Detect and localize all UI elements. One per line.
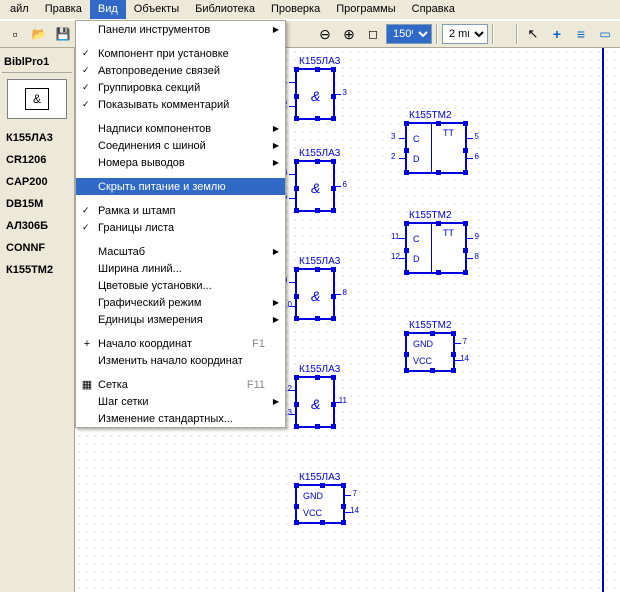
sidebar-item[interactable]: CAP200 bbox=[2, 171, 72, 193]
menu-item[interactable]: Ширина линий... bbox=[76, 260, 285, 277]
menu-item-label: Номера выводов bbox=[98, 157, 185, 169]
and-gate[interactable]: К155ЛА3 & 4 5 6 bbox=[295, 160, 335, 212]
menu-help[interactable]: Справка bbox=[404, 0, 463, 19]
menu-item-label: Рамка и штамп bbox=[98, 205, 175, 217]
menu-item[interactable]: ✓Показывать комментарий bbox=[76, 96, 285, 113]
menu-item-label: Надписи компонентов bbox=[98, 123, 211, 135]
menu-item-label: Единицы измерения bbox=[98, 314, 203, 326]
bus-tool-button[interactable] bbox=[570, 23, 592, 45]
open-button[interactable] bbox=[28, 23, 50, 45]
menu-item[interactable]: Соединения с шиной▶ bbox=[76, 137, 285, 154]
menu-item-label: Цветовые установки... bbox=[98, 280, 212, 292]
menu-item[interactable]: Изменение стандартных... bbox=[76, 410, 285, 427]
menu-item-label: Масштаб bbox=[98, 246, 145, 258]
menu-item[interactable]: ✓Компонент при установке bbox=[76, 45, 285, 62]
menu-item-label: Начало координат bbox=[98, 338, 192, 350]
and-gate[interactable]: К155ЛА3 & 9 10 8 bbox=[295, 268, 335, 320]
menu-item-label: Автопроведение связей bbox=[98, 65, 220, 77]
menu-view[interactable]: Вид bbox=[90, 0, 126, 19]
menu-edit[interactable]: Правка bbox=[37, 0, 90, 19]
power-block[interactable]: К155ТМ2 GND VCC 7 14 bbox=[405, 332, 455, 372]
menu-item[interactable]: +Начало координатF1 bbox=[76, 335, 285, 352]
new-button[interactable] bbox=[4, 23, 26, 45]
menu-item-label: Группировка секций bbox=[98, 82, 200, 94]
zoom-fit-button[interactable] bbox=[362, 23, 384, 45]
menu-item-label: Панели инструментов bbox=[98, 24, 210, 36]
menu-item[interactable]: Панели инструментов▶ bbox=[76, 21, 285, 38]
menu-item[interactable]: Масштаб▶ bbox=[76, 243, 285, 260]
menu-item[interactable]: ✓Границы листа bbox=[76, 219, 285, 236]
flip-flop[interactable]: К155ТМ2 C D TT 3 2 5 6 bbox=[405, 122, 467, 174]
menu-item[interactable]: ✓Группировка секций bbox=[76, 79, 285, 96]
sidebar-item[interactable]: CR1206 bbox=[2, 149, 72, 171]
menu-item-label: Графический режим bbox=[98, 297, 201, 309]
library-title: BiblPro1 bbox=[2, 52, 72, 73]
menubar: айл Правка Вид Объекты Библиотека Провер… bbox=[0, 0, 620, 20]
select-tool-button[interactable] bbox=[522, 23, 544, 45]
component-preview[interactable]: & bbox=[7, 79, 67, 119]
menu-item[interactable]: ✓Автопроведение связей bbox=[76, 62, 285, 79]
menu-item-label: Показывать комментарий bbox=[98, 99, 229, 111]
origin-tool-button[interactable] bbox=[546, 23, 568, 45]
menu-item[interactable]: Графический режим▶ bbox=[76, 294, 285, 311]
menu-item-label: Изменить начало координат bbox=[98, 355, 243, 367]
sidebar-item[interactable]: АЛ306Б bbox=[2, 215, 72, 237]
flip-flop[interactable]: К155ТМ2 C D TT 11 12 9 8 bbox=[405, 222, 467, 274]
menu-item-label: Ширина линий... bbox=[98, 263, 182, 275]
menu-item[interactable]: Единицы измерения▶ bbox=[76, 311, 285, 328]
menu-item[interactable]: Номера выводов▶ bbox=[76, 154, 285, 171]
sidebar-item[interactable]: DB15M bbox=[2, 193, 72, 215]
and-gate[interactable]: К155ЛА3 & 1 2 3 bbox=[295, 68, 335, 120]
menu-item[interactable]: Цветовые установки... bbox=[76, 277, 285, 294]
menu-item-label: Границы листа bbox=[98, 222, 174, 234]
linewidth-select[interactable]: 2 mm bbox=[442, 24, 488, 44]
sidebar: BiblPro1 & К155ЛА3 CR1206 CAP200 DB15M А… bbox=[0, 48, 75, 592]
save-button[interactable] bbox=[52, 23, 74, 45]
frame-border bbox=[602, 48, 604, 592]
menu-programs[interactable]: Программы bbox=[328, 0, 403, 19]
menu-item-label: Компонент при установке bbox=[98, 48, 229, 60]
view-dropdown: Панели инструментов▶ ✓Компонент при устан… bbox=[75, 20, 286, 428]
menu-item[interactable]: Скрыть питание и землю bbox=[76, 178, 285, 195]
menu-item[interactable]: ▦СеткаF11 bbox=[76, 376, 285, 393]
menu-item-label: Скрыть питание и землю bbox=[98, 181, 226, 193]
menu-item[interactable]: ✓Рамка и штамп bbox=[76, 202, 285, 219]
zoom-select[interactable]: 150% bbox=[386, 24, 432, 44]
menu-library[interactable]: Библиотека bbox=[187, 0, 263, 19]
menu-item[interactable]: Надписи компонентов▶ bbox=[76, 120, 285, 137]
menu-item-label: Соединения с шиной bbox=[98, 140, 206, 152]
menu-item[interactable]: Изменить начало координат bbox=[76, 352, 285, 369]
zoom-in-button[interactable] bbox=[338, 23, 360, 45]
port-tool-button[interactable] bbox=[594, 23, 616, 45]
power-block[interactable]: К155ЛА3 GND VCC 7 14 bbox=[295, 484, 345, 524]
and-gate[interactable]: К155ЛА3 & 12 13 11 bbox=[295, 376, 335, 428]
sidebar-item[interactable]: CONNF bbox=[2, 237, 72, 259]
menu-item-label: Сетка bbox=[98, 379, 128, 391]
sidebar-item[interactable]: К155ЛА3 bbox=[2, 127, 72, 149]
menu-item-label: Шаг сетки bbox=[98, 396, 149, 408]
zoom-out-button[interactable] bbox=[314, 23, 336, 45]
menu-check[interactable]: Проверка bbox=[263, 0, 328, 19]
menu-file[interactable]: айл bbox=[2, 0, 37, 19]
menu-item[interactable]: Шаг сетки▶ bbox=[76, 393, 285, 410]
menu-item-label: Изменение стандартных... bbox=[98, 413, 233, 425]
menu-objects[interactable]: Объекты bbox=[126, 0, 187, 19]
sidebar-item[interactable]: К155ТМ2 bbox=[2, 259, 72, 281]
